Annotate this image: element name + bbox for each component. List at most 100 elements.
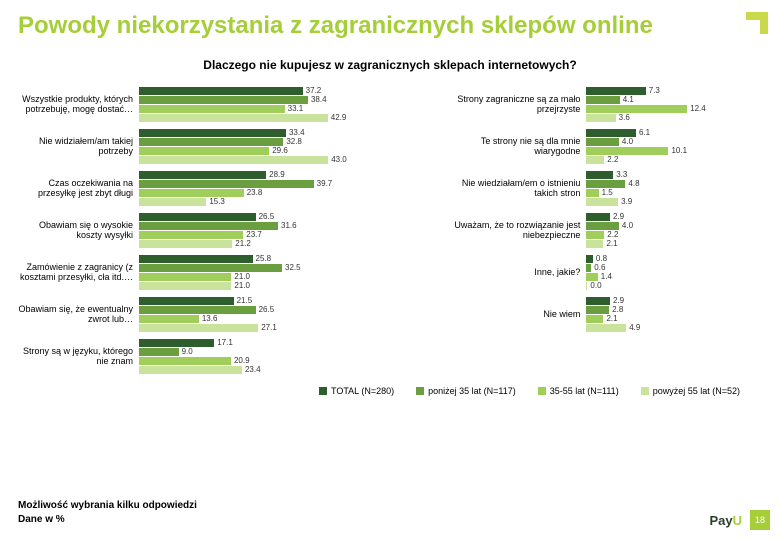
bar-group: Obawiam się o wysokie koszty wysyłki26.5… [14,212,446,248]
bar-value: 6.1 [639,128,650,137]
bar [139,138,283,146]
bar-row: 42.9 [139,113,446,122]
bar-value: 7.3 [649,86,660,95]
bar [139,315,199,323]
bar-row: 43.0 [139,155,446,164]
bar-group: Nie widziałem/am takiej potrzeby 33.432.8… [14,128,446,164]
bar-value: 21.5 [237,296,253,305]
bar-row: 27.1 [139,323,446,332]
bar [139,198,206,206]
bar-value: 21.0 [234,272,250,281]
bar [139,114,328,122]
bar-row: 32.5 [139,263,446,272]
bar [139,273,231,281]
bar-group-label: Strony są w języku, którego nie znam [14,346,139,367]
bar-row: 2.9 [586,212,766,221]
bar-group-label: Wszystkie produkty, których potrzebuję, … [14,94,139,115]
bar-row: 4.8 [586,179,766,188]
bar-group: Czas oczekiwania na przesyłkę jest zbyt … [14,170,446,206]
bar [586,147,668,155]
bar [139,348,179,356]
bar-value: 3.9 [621,197,632,206]
bar [586,306,609,314]
bar-value: 1.4 [601,272,612,281]
bar-group: Nie wiedziałam/em o istnieniu takich str… [446,170,766,206]
bar-value: 3.6 [619,113,630,122]
bar-row: 17.1 [139,338,446,347]
bar [139,264,282,272]
bar-group: Obawiam się, że ewentualny zwrot lub…21.… [14,296,446,332]
bar [586,315,603,323]
bar-row: 38.4 [139,95,446,104]
bar-value: 13.6 [202,314,218,323]
bar [586,222,619,230]
bar-value: 15.3 [209,197,225,206]
bar [139,129,286,137]
legend-item: powyżej 55 lat (N=52) [641,386,740,396]
bar-value: 38.4 [311,95,327,104]
bar-value: 20.9 [234,356,250,365]
bar-group: Uważam, że to rozwiązanie jest niebezpie… [446,212,766,248]
bar-group-label: Te strony nie są dla mnie wiarygodne [446,136,586,157]
bar-row: 20.9 [139,356,446,365]
bar-row: 3.9 [586,197,766,206]
legend-swatch [641,387,649,395]
bar-row: 0.0 [586,281,766,290]
bar-value: 43.0 [331,155,347,164]
bar-row: 15.3 [139,197,446,206]
bar-group: Strony są w języku, którego nie znam17.1… [14,338,446,374]
bar-value: 4.0 [622,137,633,146]
bar-row: 1.4 [586,272,766,281]
bar-value: 0.8 [596,254,607,263]
legend-item: poniżej 35 lat (N=117) [416,386,516,396]
bar-row: 6.1 [586,128,766,137]
bar [586,87,645,95]
bar-group: Zamówienie z zagranicy (z kosztami przes… [14,254,446,290]
bar-row: 2.2 [586,155,766,164]
bar [586,273,597,281]
corner-decoration [746,12,768,34]
bar-value: 25.8 [256,254,272,263]
bar-group-label: Inne, jakie? [446,267,586,277]
bar-row: 1.5 [586,188,766,197]
bar-row: 0.6 [586,263,766,272]
bar-row: 4.0 [586,221,766,230]
bar-value: 26.5 [259,305,275,314]
bar-row: 21.5 [139,296,446,305]
bar-row: 21.0 [139,281,446,290]
bar-row: 26.5 [139,305,446,314]
bar-group-label: Nie widziałem/am takiej potrzeby [14,136,139,157]
bar-value: 3.3 [616,170,627,179]
bar [586,129,636,137]
bar [586,240,603,248]
page-number-badge: 18 [750,510,770,530]
bar [586,324,626,332]
bar-row: 32.8 [139,137,446,146]
bar-value: 37.2 [306,86,322,95]
bar-group-label: Uważam, że to rozwiązanie jest niebezpie… [446,220,586,241]
bar-value: 0.0 [590,281,601,290]
payu-logo: PayU [709,513,742,528]
bar-row: 31.6 [139,221,446,230]
bar-row: 33.4 [139,128,446,137]
legend-label: 35-55 lat (N=111) [550,386,619,396]
chart-right-column: Strony zagraniczne są za mało przejrzyst… [446,86,766,380]
bar-row: 0.8 [586,254,766,263]
bar [139,171,266,179]
bar-value: 33.4 [289,128,305,137]
chart-left-column: Wszystkie produkty, których potrzebuję, … [14,86,446,380]
bar-value: 2.8 [612,305,623,314]
bar-value: 27.1 [261,323,277,332]
bar-value: 32.5 [285,263,301,272]
bar-row: 13.6 [139,314,446,323]
bar-group: Nie wiem2.92.82.14.9 [446,296,766,332]
bar-row: 25.8 [139,254,446,263]
bar [586,189,598,197]
legend-item: 35-55 lat (N=111) [538,386,619,396]
bar [586,114,615,122]
bar-row: 23.7 [139,230,446,239]
chart-container: Wszystkie produkty, których potrzebuję, … [0,86,780,380]
bar-row: 9.0 [139,347,446,356]
bar-group: Wszystkie produkty, których potrzebuję, … [14,86,446,122]
bar-row: 29.6 [139,146,446,155]
